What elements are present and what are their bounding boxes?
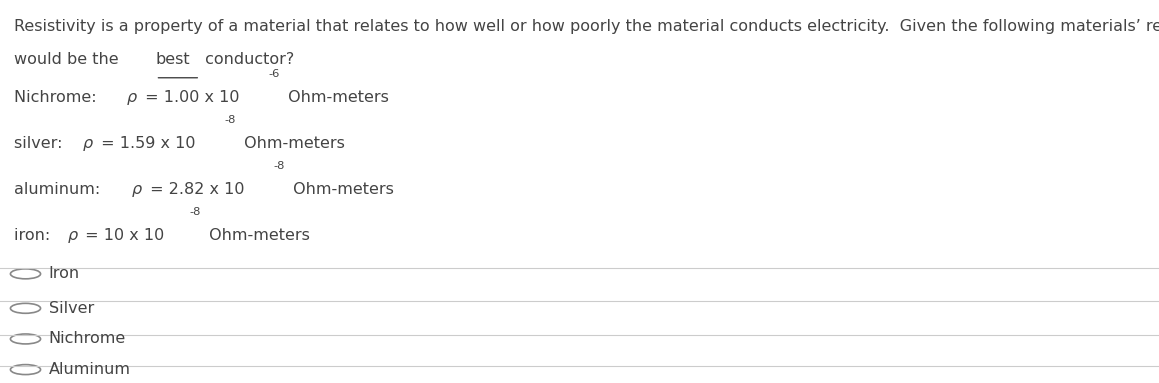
Text: Ohm-meters: Ohm-meters (287, 182, 394, 197)
Text: Ohm-meters: Ohm-meters (204, 228, 309, 243)
Text: conductor?: conductor? (201, 52, 294, 67)
Text: iron:: iron: (14, 228, 56, 243)
Text: Silver: Silver (49, 301, 94, 316)
Text: Ohm-meters: Ohm-meters (239, 136, 345, 151)
Text: Resistivity is a property of a material that relates to how well or how poorly t: Resistivity is a property of a material … (14, 19, 1159, 34)
Text: Iron: Iron (49, 266, 80, 282)
Text: -6: -6 (269, 69, 280, 79)
Text: silver:: silver: (14, 136, 67, 151)
Text: Nichrome:: Nichrome: (14, 90, 102, 105)
Text: Nichrome: Nichrome (49, 331, 126, 347)
Text: = 10 x 10: = 10 x 10 (80, 228, 165, 243)
Text: = 2.82 x 10: = 2.82 x 10 (145, 182, 245, 197)
Text: ρ: ρ (67, 228, 78, 243)
Text: Aluminum: Aluminum (49, 362, 131, 377)
Text: = 1.59 x 10: = 1.59 x 10 (96, 136, 196, 151)
Text: -8: -8 (274, 161, 285, 171)
Text: = 1.00 x 10: = 1.00 x 10 (140, 90, 240, 105)
Text: Ohm-meters: Ohm-meters (283, 90, 389, 105)
Text: -8: -8 (189, 207, 201, 217)
Text: -8: -8 (225, 115, 236, 125)
Text: ρ: ρ (83, 136, 93, 151)
Text: best: best (155, 52, 190, 67)
Text: ρ: ρ (127, 90, 137, 105)
Text: ρ: ρ (132, 182, 141, 197)
Text: aluminum:: aluminum: (14, 182, 105, 197)
Text: would be the: would be the (14, 52, 124, 67)
